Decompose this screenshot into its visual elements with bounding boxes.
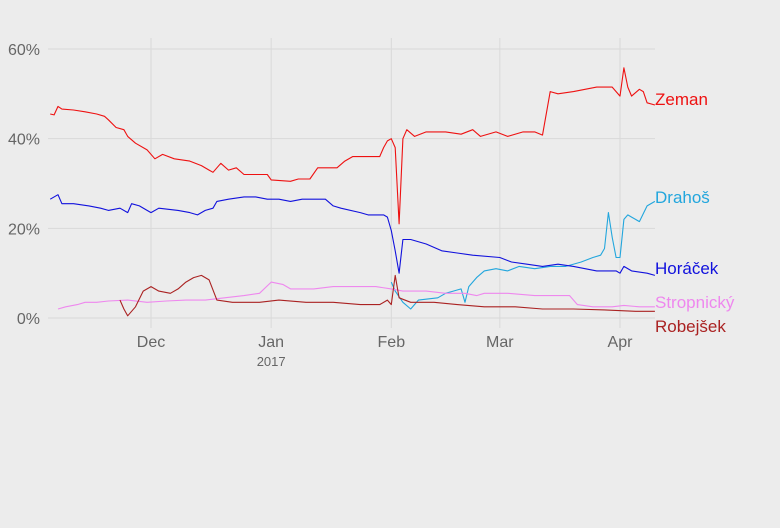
series-line-stropnicky: [57, 281, 655, 310]
x-tick-year-label: 2017: [257, 354, 286, 369]
y-tick-label: 60%: [8, 42, 40, 59]
series-end-labels: Zeman Drahoš Horáček Stropnický Robejšek: [655, 90, 735, 336]
series-line-zeman: [50, 67, 656, 225]
series-label-horacek: Horáček: [655, 259, 719, 278]
x-tick-label: Feb: [378, 334, 406, 351]
x-axis-tick-labels: Dec Jan 2017 Feb Mar Apr: [137, 334, 633, 369]
series-line-robejsek: [119, 274, 655, 317]
x-tick-label: Jan: [258, 334, 284, 351]
y-tick-label: 0%: [17, 311, 40, 328]
series-label-zeman: Zeman: [655, 90, 708, 109]
x-tick-label: Dec: [137, 334, 165, 351]
series-label-drahos: Drahoš: [655, 188, 710, 207]
series-label-stropnicky: Stropnický: [655, 293, 735, 312]
y-tick-label: 40%: [8, 132, 40, 149]
series-label-robejsek: Robejšek: [655, 317, 726, 336]
x-tick-label: Apr: [608, 334, 634, 351]
y-axis-tick-labels: 0% 20% 40% 60%: [8, 42, 40, 328]
x-tick-label: Mar: [486, 334, 514, 351]
y-tick-label: 20%: [8, 221, 40, 238]
series-lines: [49, 67, 656, 317]
grid: [48, 38, 655, 328]
series-line-horacek: [49, 194, 656, 276]
series-line-drahos: [390, 200, 656, 310]
